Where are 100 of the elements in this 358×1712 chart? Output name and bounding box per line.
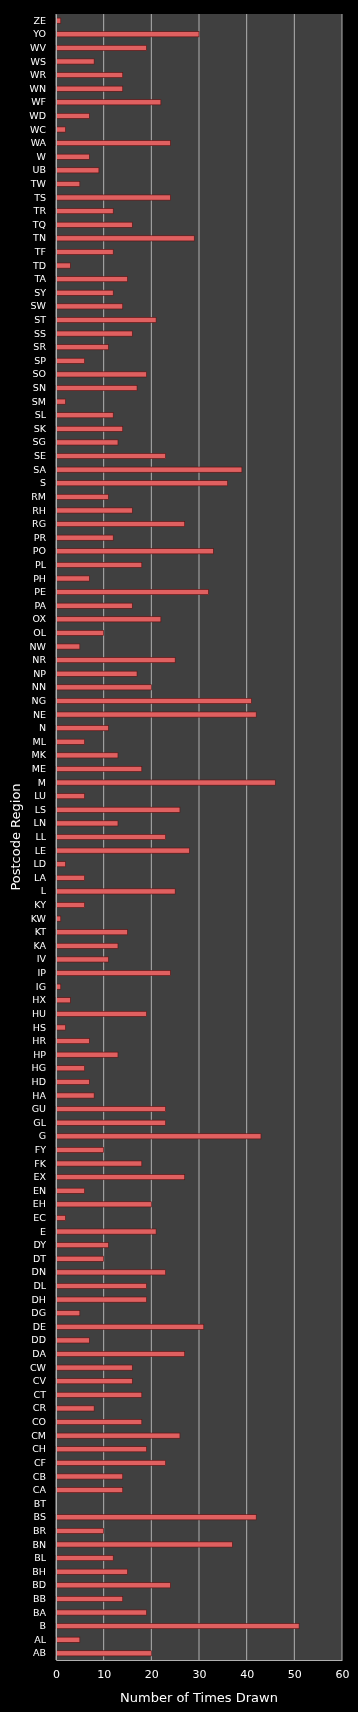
bar: [55, 1596, 124, 1602]
y-tick-label: DE: [32, 1320, 46, 1332]
bar: [55, 385, 138, 391]
bar: [55, 1269, 166, 1276]
bar: [55, 330, 133, 337]
y-tick-label: AL: [34, 1633, 47, 1645]
y-tick-label: SS: [33, 327, 46, 339]
y-tick-label: ZE: [33, 14, 46, 26]
y-tick-label: LL: [35, 831, 47, 843]
y-tick-label: SO: [32, 368, 46, 380]
y-tick-label: GU: [31, 1103, 47, 1115]
y-tick-label: HD: [31, 1075, 46, 1087]
bar: [55, 480, 228, 487]
bar: [55, 589, 209, 595]
y-tick-label: DL: [33, 1280, 47, 1292]
bar: [55, 1242, 109, 1249]
bar: [55, 670, 138, 677]
y-tick-label: TW: [29, 177, 47, 189]
bar: [55, 289, 114, 296]
y-tick-label: EC: [33, 1212, 47, 1223]
bar: [55, 276, 128, 283]
y-tick-label: ML: [32, 735, 47, 747]
y-tick-label: DH: [31, 1293, 46, 1305]
y-tick-label: NG: [31, 694, 46, 706]
y-tick-label: PH: [33, 572, 46, 584]
y-tick-label: SY: [34, 286, 47, 298]
bar: [55, 888, 176, 895]
bar: [55, 44, 147, 51]
y-tick-label: LD: [33, 858, 46, 870]
y-tick-label: HA: [32, 1089, 47, 1101]
y-tick-label: HP: [33, 1048, 47, 1060]
bar: [55, 507, 133, 514]
x-tick-label: 20: [144, 1667, 159, 1681]
x-tick-label: 60: [335, 1667, 350, 1681]
y-tick-label: NP: [33, 667, 47, 679]
y-tick-label: NR: [32, 654, 47, 666]
x-tick-label: 40: [240, 1667, 255, 1681]
y-tick-label: RH: [32, 504, 46, 516]
y-tick-label: HG: [31, 1062, 46, 1074]
y-tick-label: M: [37, 776, 46, 788]
y-tick-label: WD: [29, 109, 46, 121]
y-tick-label: PR: [33, 531, 47, 543]
bar: [55, 1092, 95, 1099]
y-tick-label: EH: [32, 1198, 46, 1210]
bar: [55, 1228, 157, 1235]
bar: [55, 17, 62, 24]
bar: [55, 1459, 166, 1466]
bar: [55, 453, 166, 459]
bar: [55, 58, 95, 65]
y-tick-label: EN: [32, 1184, 46, 1196]
bar: [55, 1487, 124, 1493]
bar: [55, 1065, 85, 1072]
y-tick-label: CH: [32, 1443, 46, 1455]
bar: [55, 738, 85, 745]
y-tick-label: GL: [33, 1116, 47, 1128]
y-tick-label: RM: [31, 490, 46, 502]
y-tick-label: WS: [30, 55, 46, 67]
bar: [55, 194, 171, 201]
bar: [55, 548, 214, 555]
y-tick-label: BA: [32, 1606, 47, 1618]
bar: [55, 806, 181, 813]
bar: [55, 1405, 95, 1412]
y-tick-label: PE: [34, 586, 46, 598]
bar: [55, 425, 124, 432]
y-tick-label: NN: [31, 681, 46, 693]
bar: [55, 1568, 128, 1575]
bar: [55, 698, 252, 704]
y-tick-label: CR: [32, 1402, 47, 1414]
bar: [55, 1323, 205, 1330]
bar: [55, 562, 143, 568]
bar: [55, 1514, 257, 1521]
bar: [55, 847, 190, 854]
bar: [55, 1160, 143, 1167]
bar: [55, 1446, 147, 1453]
y-tick-label: SN: [32, 382, 46, 394]
bar: [55, 1010, 147, 1017]
y-axis-title: Postcode Region: [8, 783, 23, 891]
bar: [55, 466, 243, 473]
y-tick-label: LE: [34, 844, 46, 856]
y-tick-label: WC: [29, 123, 47, 135]
y-tick-label: TQ: [31, 218, 46, 230]
y-tick-label: RG: [32, 518, 46, 530]
bar: [55, 1283, 147, 1289]
bar: [55, 1650, 152, 1657]
y-tick-label: CW: [29, 1361, 47, 1373]
y-tick-label: BN: [32, 1538, 46, 1550]
y-tick-label: EX: [33, 1171, 47, 1183]
bar: [55, 113, 90, 119]
y-tick-label: HS: [32, 1021, 46, 1033]
y-tick-label: OL: [33, 626, 47, 638]
bar: [55, 711, 257, 718]
bar: [55, 1337, 90, 1344]
y-tick-label: LN: [33, 817, 46, 829]
bar: [55, 915, 62, 922]
bar: [55, 208, 114, 215]
x-tick-label: 30: [192, 1667, 207, 1681]
bar: [55, 262, 71, 269]
y-tick-label: SW: [30, 300, 47, 312]
bar: [55, 902, 85, 908]
bar: [55, 1636, 81, 1643]
